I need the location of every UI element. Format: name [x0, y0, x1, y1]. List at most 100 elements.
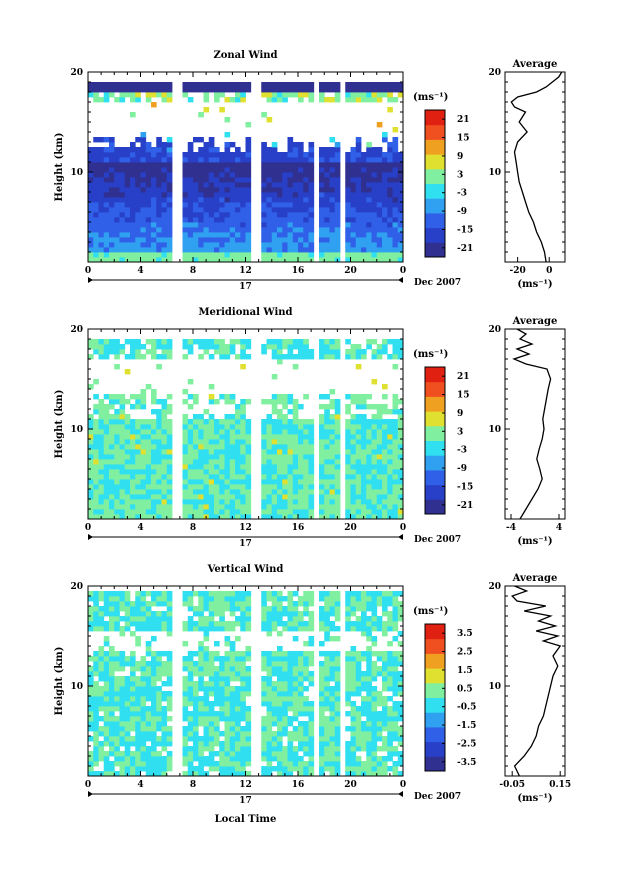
x-tick-label: 16: [292, 523, 305, 533]
x-tick-label: 0: [85, 780, 91, 790]
x-tick-label: 4: [137, 266, 143, 276]
profile-x-tick-label: -20: [509, 266, 525, 276]
x-tick-label: 16: [292, 266, 305, 276]
y-tick-label: 10: [70, 425, 83, 435]
colorbar-tick-label: -3.5: [457, 758, 476, 768]
x-tick-label: 0: [400, 266, 406, 276]
x-tick-label: 8: [190, 266, 196, 276]
colorbar-swatch: [425, 367, 445, 383]
colorbar-swatch: [425, 668, 445, 684]
colorbar: 21 15 9 3 -3 -9 -15 -21 (ms⁻¹): [413, 92, 473, 258]
colorbar-swatch: [425, 712, 445, 728]
profile-frame: [504, 585, 566, 777]
profile-line: [510, 71, 563, 263]
colorbar: 21 15 9 3 -3 -9 -15 -21 (ms⁻¹): [413, 349, 473, 515]
profile-y-tick-label: 20: [488, 68, 501, 78]
average-profile: -20 0 20 10 Average (ms⁻¹): [488, 59, 566, 290]
colorbar-swatch: [425, 183, 445, 199]
x-tick-label: 0: [85, 523, 91, 533]
colorbar-tick-label: 3: [457, 427, 463, 437]
colorbar-frame: [424, 623, 446, 772]
colorbar-swatch: [425, 741, 445, 757]
colorbar-swatch: [425, 168, 445, 184]
colorbar-tick-label: 9: [457, 152, 463, 162]
colorbar-swatch: [425, 411, 445, 427]
colorbar-tick-label: -15: [457, 482, 473, 492]
x-tick-label: 4: [137, 780, 143, 790]
y-tick-label: 10: [70, 168, 83, 178]
colorbar-swatch: [425, 638, 445, 654]
colorbar-frame: [424, 366, 446, 515]
date-label: Dec 2007: [414, 792, 461, 802]
y-tick-label: 20: [70, 325, 83, 335]
colorbar-tick-label: 0.5: [457, 684, 473, 694]
colorbar-swatch: [425, 484, 445, 500]
colorbar-swatch: [425, 425, 445, 441]
x-tick-label: 12: [239, 266, 252, 276]
colorbar-tick-label: -15: [457, 225, 473, 235]
x-tick-label: 8: [190, 780, 196, 790]
profile-title: Average: [512, 316, 558, 327]
panel-1: 0 4 8 12 16 20 0 20 10 Meridional Wind Height (km)…: [54, 307, 566, 549]
x-tick-label: 0: [85, 266, 91, 276]
colorbar-swatch: [425, 124, 445, 140]
profile-y-tick-label: 10: [488, 168, 501, 178]
colorbar-swatch: [425, 227, 445, 243]
average-profile: -4 4 20 10 Average (ms⁻¹): [488, 316, 566, 547]
colorbar-tick-label: -21: [457, 244, 473, 254]
profile-x-axis-label: (ms⁻¹): [517, 793, 552, 804]
colorbar-swatch: [425, 154, 445, 170]
x-tick-label: 12: [239, 523, 252, 533]
day-label: 17: [239, 539, 252, 549]
profile-frame: [504, 71, 566, 263]
profile-y-tick-label: 10: [488, 425, 501, 435]
colorbar-swatch: [425, 242, 445, 258]
colorbar-tick-label: 3.5: [457, 629, 473, 639]
day-bar-arrow: [88, 791, 93, 797]
y-tick-label: 20: [70, 582, 83, 592]
colorbar-swatch: [425, 499, 445, 515]
colorbar-tick-label: 2.5: [457, 648, 473, 658]
profile-x-tick-label: 0: [546, 266, 552, 276]
x-tick-label: 20: [344, 780, 357, 790]
date-label: Dec 2007: [414, 278, 461, 288]
colorbar: 3.5 2.5 1.5 0.5 -0.5 -1.5 -2.5 -3.5 (ms⁻¹): [413, 606, 476, 772]
y-axis-label: Height (km): [54, 390, 65, 459]
colorbar-swatch: [425, 440, 445, 456]
profile-x-axis-label: (ms⁻¹): [517, 536, 552, 547]
average-profile: -0.05 0.15 20 10 Average (ms⁻¹): [488, 573, 571, 804]
colorbar-swatch: [425, 469, 445, 486]
colorbar-swatch: [425, 212, 445, 229]
colorbar-swatch: [425, 455, 445, 471]
day-bar-arrow: [88, 534, 93, 540]
day-bar-arrow: [398, 791, 403, 797]
heatmap-cells: [88, 339, 404, 520]
y-axis-label: Height (km): [54, 133, 65, 202]
colorbar-tick-label: -2.5: [457, 739, 476, 749]
colorbar-swatch: [425, 653, 445, 669]
colorbar-frame: [424, 109, 446, 258]
colorbar-tick-label: 15: [457, 134, 470, 144]
colorbar-swatch: [425, 726, 445, 743]
date-label: Dec 2007: [414, 535, 461, 545]
profile-y-tick-label: 20: [488, 325, 501, 335]
colorbar-tick-label: -3: [457, 189, 467, 199]
colorbar-tick-label: 15: [457, 391, 470, 401]
profile-x-tick-label: 0.15: [549, 780, 571, 790]
profile-line: [511, 585, 562, 777]
y-tick-label: 20: [70, 68, 83, 78]
heatmap-cells: [88, 591, 404, 777]
profile-title: Average: [512, 59, 558, 70]
panel-2: 0 4 8 12 16 20 0 20 10 Vertical Wind Height (km) 17…: [54, 564, 571, 806]
panel-title: Zonal Wind: [213, 50, 277, 61]
day-bar-arrow: [88, 277, 93, 283]
panel-title: Vertical Wind: [207, 564, 284, 575]
colorbar-swatch: [425, 139, 445, 155]
day-bar-arrow: [398, 534, 403, 540]
colorbar-swatch: [425, 624, 445, 640]
panel-0: 0 4 8 12 16 20 0 20 10 Zonal Wind Height (km) 17 Dec…: [54, 50, 566, 292]
day-label: 17: [239, 796, 252, 806]
colorbar-swatch: [425, 756, 445, 772]
profile-x-tick-label: -4: [506, 523, 516, 533]
colorbar-swatch: [425, 381, 445, 397]
